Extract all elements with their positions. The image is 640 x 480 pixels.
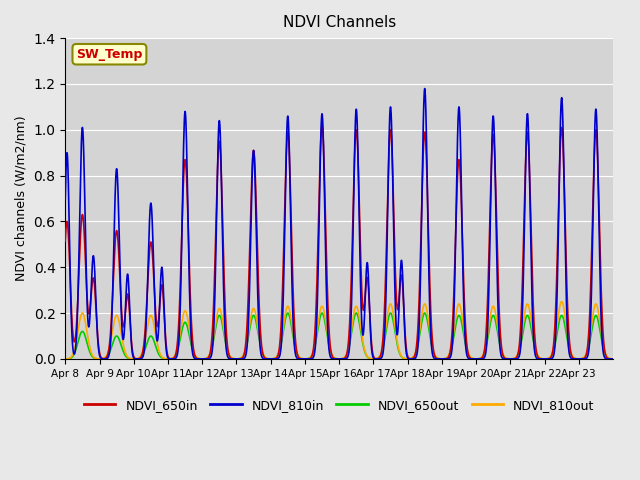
Text: SW_Temp: SW_Temp (76, 48, 143, 61)
NDVI_650in (318, 122, 326, 128)
NDVI_810in (609, 356, 617, 362)
NDVI_810in (61, 196, 69, 202)
NDVI_810out (609, 356, 617, 362)
Title: NDVI Channels: NDVI Channels (282, 15, 396, 30)
Y-axis label: NDVI channels (W/m2/nm): NDVI channels (W/m2/nm) (15, 116, 28, 281)
NDVI_650in (173, 340, 181, 346)
NDVI_650out (458, 320, 465, 325)
NDVI_810out (558, 299, 566, 304)
NDVI_650out (493, 324, 500, 329)
Line: NDVI_650out: NDVI_650out (65, 313, 613, 359)
NDVI_650out (609, 356, 617, 362)
NDVI_650in (458, 210, 465, 216)
NDVI_810out (458, 309, 465, 315)
NDVI_650in (525, 166, 533, 171)
NDVI_650in (410, 355, 417, 361)
NDVI_810in (410, 356, 417, 362)
NDVI_810in (458, 201, 465, 206)
NDVI_810out (410, 354, 417, 360)
NDVI_810in (603, 356, 611, 362)
Line: NDVI_810out: NDVI_810out (65, 301, 613, 359)
NDVI_650in (61, 238, 69, 244)
NDVI_810in (525, 169, 533, 175)
NDVI_810out (525, 306, 533, 312)
NDVI_810in (493, 243, 500, 249)
NDVI_650out (525, 317, 533, 323)
Line: NDVI_810in: NDVI_810in (65, 89, 613, 359)
NDVI_810out (603, 354, 611, 360)
NDVI_650out (61, 356, 69, 362)
NDVI_650in (609, 356, 617, 362)
NDVI_810in (173, 351, 181, 357)
Line: NDVI_650in: NDVI_650in (65, 125, 613, 359)
NDVI_650in (603, 355, 611, 360)
NDVI_650in (493, 218, 500, 224)
NDVI_810out (493, 315, 500, 321)
NDVI_810out (61, 356, 69, 362)
NDVI_650out (421, 310, 429, 316)
Legend: NDVI_650in, NDVI_810in, NDVI_650out, NDVI_810out: NDVI_650in, NDVI_810in, NDVI_650out, NDV… (79, 394, 599, 417)
NDVI_810out (173, 345, 181, 351)
NDVI_650out (603, 354, 611, 360)
NDVI_810in (421, 86, 429, 92)
NDVI_650out (410, 354, 417, 360)
NDVI_650out (173, 348, 181, 353)
